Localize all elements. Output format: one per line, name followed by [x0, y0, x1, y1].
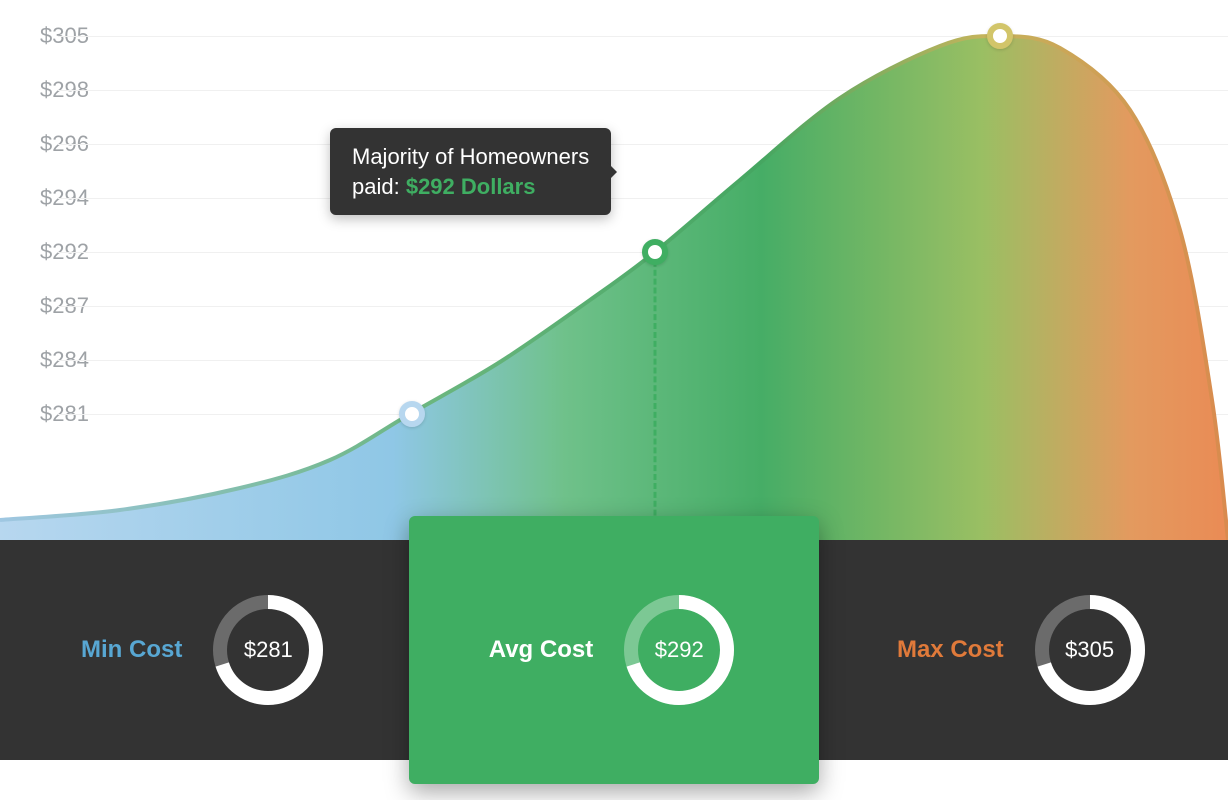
area-curve-svg — [0, 0, 1228, 540]
avg-guide-line — [654, 252, 657, 560]
max-cost-value: $305 — [1030, 590, 1150, 710]
avg-cost-label: Avg Cost — [489, 636, 593, 664]
tooltip-line2-prefix: paid: — [352, 174, 406, 199]
chart-plot-area: $281$284$287$292$294$296$298$305 Majorit… — [0, 0, 1228, 540]
avg-cost-donut: $292 — [619, 590, 739, 710]
avg-cost-card: Avg Cost $292 — [409, 516, 818, 784]
tooltip-line1: Majority of Homeowners — [352, 142, 589, 172]
tooltip-paid-value: $292 Dollars — [406, 174, 536, 199]
max-cost-label: Max Cost — [897, 636, 1004, 664]
min-marker — [399, 401, 425, 427]
min-cost-donut: $281 — [208, 590, 328, 710]
tooltip-line2: paid: $292 Dollars — [352, 172, 589, 202]
cost-chart-container: $281$284$287$292$294$296$298$305 Majorit… — [0, 0, 1228, 800]
min-cost-value: $281 — [208, 590, 328, 710]
avg-cost-value: $292 — [619, 590, 739, 710]
chart-tooltip: Majority of Homeowners paid: $292 Dollar… — [330, 128, 611, 215]
min-cost-card: Min Cost $281 — [0, 540, 409, 760]
avg-marker — [642, 239, 668, 265]
max-marker — [987, 23, 1013, 49]
max-cost-donut: $305 — [1030, 590, 1150, 710]
summary-bar: Min Cost $281 Avg Cost $292 Max Cost $30… — [0, 540, 1228, 760]
max-cost-card: Max Cost $305 — [819, 540, 1228, 760]
min-cost-label: Min Cost — [81, 636, 182, 664]
